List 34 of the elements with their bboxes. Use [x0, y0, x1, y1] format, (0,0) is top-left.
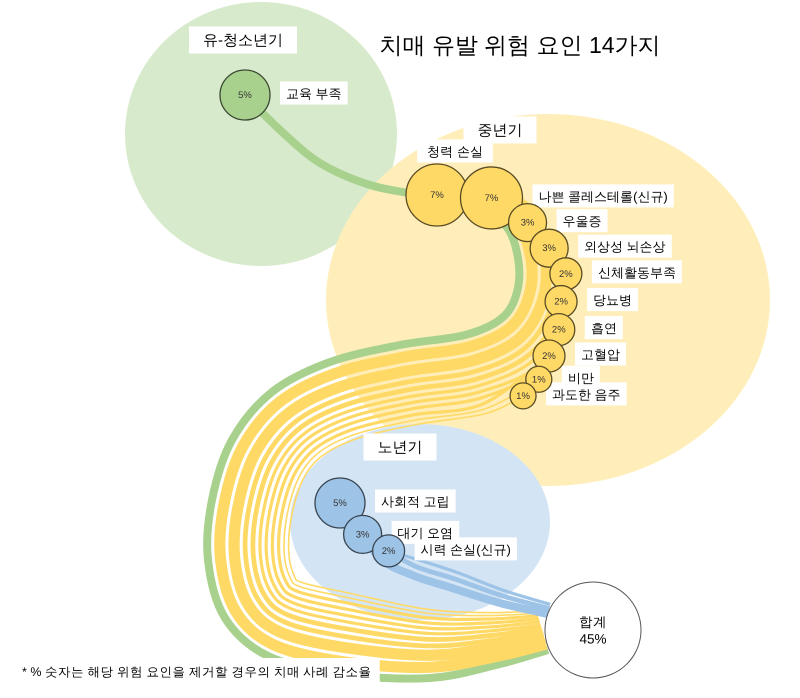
- category-label: 대기 오염: [398, 524, 454, 540]
- data-label: 2%: [558, 268, 574, 280]
- category-label: 비만: [568, 370, 594, 385]
- category-label: 청력 손실: [427, 144, 483, 158]
- category-label: 과도한 음주: [552, 386, 621, 402]
- data-label: 3%: [520, 217, 535, 228]
- text: 치매 유발 위험 요인 14가지: [379, 32, 661, 58]
- category-label: 흡연: [590, 320, 617, 336]
- data-label: 7%: [484, 192, 499, 204]
- category-label: 우울증: [562, 213, 602, 228]
- category-label: 당뇨병: [593, 292, 632, 308]
- data-label: 2%: [382, 545, 396, 556]
- data-label: 3%: [356, 528, 370, 540]
- category-label: 시력 손실(신규): [420, 541, 511, 556]
- category-label: 고혈압: [581, 346, 620, 362]
- text: 합계 45%: [579, 614, 607, 646]
- category-label: 교육 부족: [286, 86, 342, 100]
- category-label: 신체활동부족: [598, 264, 676, 280]
- data-label: 2%: [552, 324, 566, 336]
- text: 노년기: [378, 438, 422, 456]
- data-label: 1%: [532, 374, 546, 385]
- data-label: 5%: [238, 90, 252, 100]
- data-label: 5%: [333, 498, 348, 508]
- category-label: 외상성 뇌손상: [584, 238, 666, 254]
- text: * % 숫자는 해당 위험 요인을 제거할 경우의 치매 사례 감소율: [22, 665, 372, 679]
- data-label: 2%: [554, 296, 568, 308]
- data-label: 3%: [542, 242, 557, 254]
- category-label: 사회적 고립: [381, 494, 450, 508]
- text: 중년기: [478, 122, 522, 138]
- data-label: 7%: [430, 190, 444, 200]
- text: 유-청소년기: [203, 32, 283, 48]
- data-label: 1%: [516, 390, 530, 402]
- category-label: 나쁜 콜레스테롤(신규): [538, 188, 668, 204]
- data-label: 2%: [542, 350, 556, 362]
